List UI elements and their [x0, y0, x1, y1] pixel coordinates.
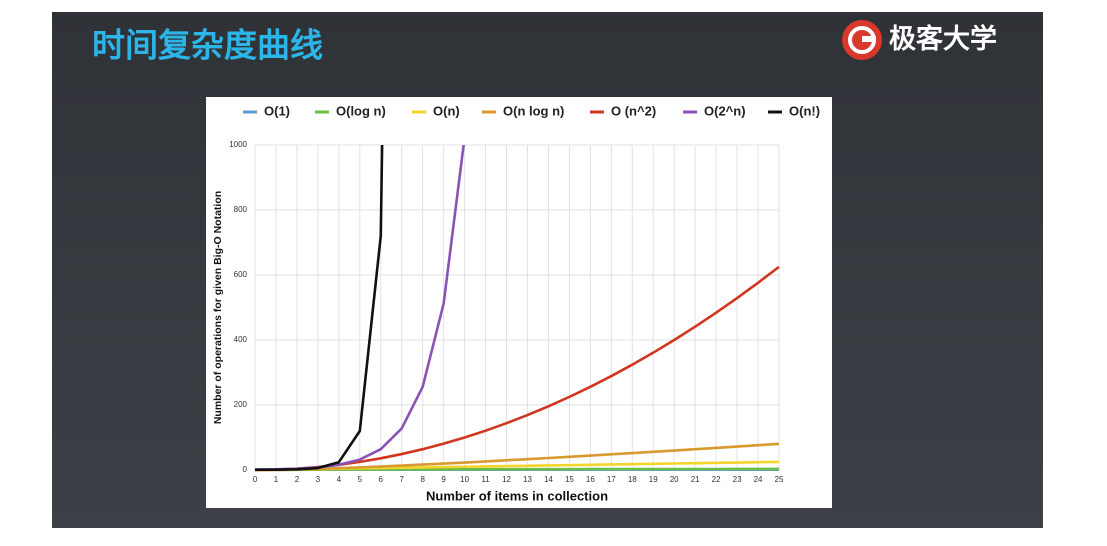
y-tick-label: 1000 — [229, 140, 247, 149]
x-tick-label: 22 — [712, 475, 721, 484]
logo-text: 极客大学 — [889, 23, 997, 54]
x-tick-label: 10 — [460, 475, 469, 484]
x-tick-label: 16 — [586, 475, 595, 484]
legend-label: O(1) — [264, 103, 290, 118]
y-axis-label: Number of operations for given Big-O Not… — [212, 191, 224, 424]
x-tick-label: 5 — [358, 475, 363, 484]
legend-label: O(n) — [433, 103, 460, 118]
x-tick-label: 12 — [502, 475, 511, 484]
x-tick-label: 0 — [253, 475, 258, 484]
x-axis-label: Number of items in collection — [426, 488, 608, 503]
legend-label: O(n log n) — [503, 103, 564, 118]
x-tick-label: 23 — [733, 475, 742, 484]
x-tick-label: 21 — [691, 475, 700, 484]
y-tick-label: 400 — [234, 335, 248, 344]
plot-area — [254, 145, 780, 472]
y-tick-label: 600 — [234, 270, 248, 279]
series-line — [255, 145, 384, 471]
x-tick-label: 6 — [379, 475, 384, 484]
x-tick-label: 1 — [274, 475, 279, 484]
y-tick-label: 800 — [234, 205, 248, 214]
x-tick-label: 11 — [481, 475, 490, 484]
x-tick-label: 2 — [295, 475, 300, 484]
slide-title: 时间复杂度曲线 — [92, 27, 323, 64]
x-tick-label: 13 — [523, 475, 532, 484]
legend-label: O(n!) — [789, 103, 820, 118]
x-tick-label: 15 — [565, 475, 574, 484]
x-tick-label: 9 — [441, 475, 446, 484]
x-tick-label: 19 — [649, 475, 658, 484]
x-tick-label: 3 — [316, 475, 321, 484]
series-line — [255, 442, 780, 472]
legend-label: O(2^n) — [704, 103, 746, 118]
x-tick-label: 4 — [337, 475, 342, 484]
chart-panel — [206, 97, 832, 508]
logo-icon — [842, 20, 882, 60]
legend-label: O(log n) — [336, 103, 386, 118]
x-tick-label: 18 — [628, 475, 637, 484]
x-tick-label: 8 — [420, 475, 425, 484]
legend-label: O (n^2) — [611, 103, 656, 118]
y-tick-label: 200 — [234, 400, 248, 409]
x-tick-label: 20 — [670, 475, 679, 484]
x-tick-label: 14 — [544, 475, 553, 484]
x-tick-label: 17 — [607, 475, 616, 484]
x-tick-label: 7 — [399, 475, 404, 484]
x-tick-label: 25 — [775, 475, 784, 484]
y-tick-label: 0 — [243, 465, 248, 474]
x-tick-label: 24 — [754, 475, 763, 484]
chart: 0 1 2 3 4 5 6 7 8 9 10 11 12 13 14 15 16 17 18 19 20 21 22 23 24… — [212, 103, 820, 503]
